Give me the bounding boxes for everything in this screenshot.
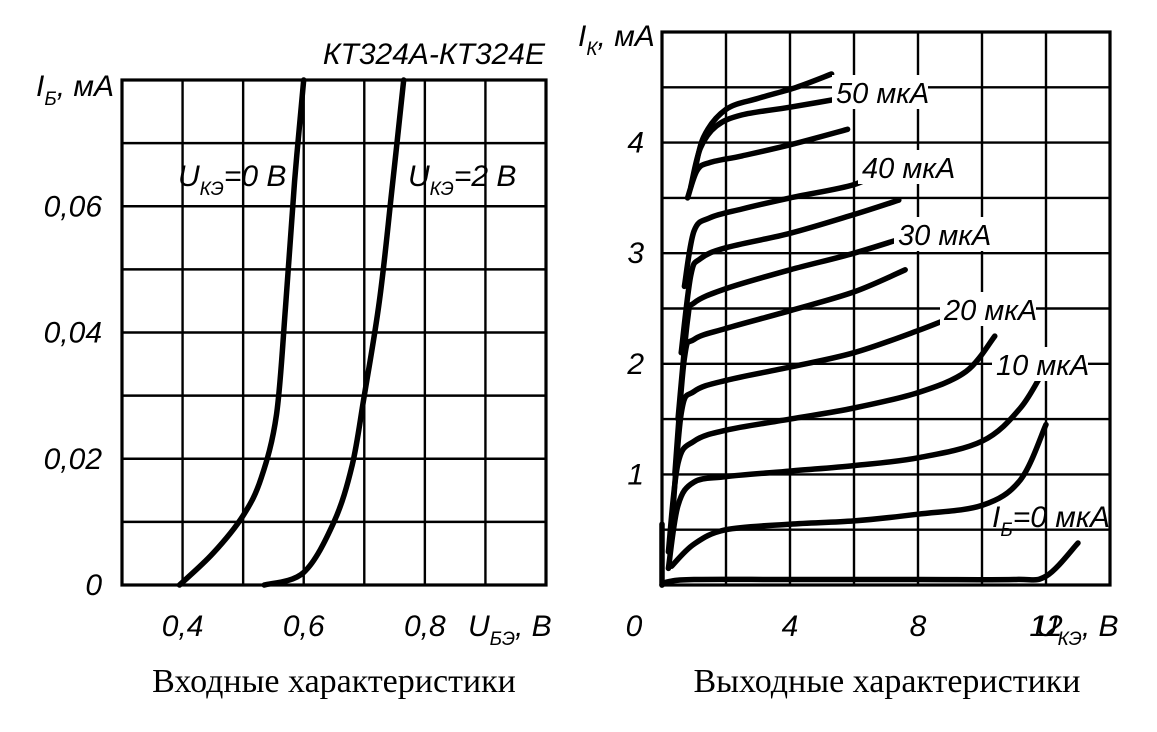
input-x-tick-label: 0,6	[283, 610, 325, 643]
base-current-zero-label: IБ=0 мкА	[992, 501, 1110, 541]
curve-label: 20 мкА	[943, 295, 1037, 327]
curve-label-background	[992, 347, 1088, 381]
output-curve-10-uA	[665, 363, 1049, 572]
output-chart-curves	[659, 71, 1081, 588]
input-y-tick-label: 0,02	[44, 443, 103, 476]
series-label-uke-0v: UКЭ=0 В	[178, 160, 286, 200]
output-chart-caption: Выходные характеристики	[694, 663, 1081, 700]
output-curve-15-uA	[665, 333, 998, 555]
output-y-tick-label: 4	[627, 127, 644, 160]
input-y-tick-label: 0,04	[44, 317, 102, 350]
output-y-axis-label: IК, мА	[578, 20, 655, 60]
input-chart-curves	[176, 77, 407, 588]
curve-label: 50 мкА	[836, 78, 929, 110]
input-chart-frame	[120, 78, 548, 587]
input-chart-caption: Входные характеристики	[152, 663, 516, 700]
input-x-axis-label: UБЭ, В	[468, 610, 552, 650]
output-y-tick-label: 2	[626, 348, 644, 381]
input-y-axis-label: IБ, мА	[36, 70, 114, 110]
output-curve-40-uA	[681, 167, 883, 290]
input-y-tick-label: 0,06	[44, 190, 103, 223]
input-x-tick-label: 0,4	[162, 610, 204, 643]
output-y-tick-label: 1	[627, 458, 644, 491]
curve-label: 30 мкА	[898, 220, 991, 252]
output-curve-45-uA	[684, 126, 851, 201]
curve-label: 10 мкА	[996, 350, 1089, 382]
curve-label-background	[940, 292, 1036, 326]
output-x-tick-label: 12	[1029, 610, 1063, 643]
output-curve-labels: 50 мкА 40 мкА 30 мкА 20 мкА 10 мкА	[832, 75, 1089, 382]
output-curve-55-uA	[691, 71, 835, 179]
output-curve-5-uA	[668, 421, 1049, 569]
output-x-tick-label: 0	[626, 610, 643, 643]
chart-title: КТ324А-КТ324Е	[323, 38, 546, 71]
output-chart-frame	[660, 30, 1112, 587]
input-y-tick-label: 0	[85, 569, 102, 602]
input-curve-uke-2v	[261, 77, 407, 588]
output-x-tick-label: 8	[910, 610, 927, 643]
curve-label-background	[832, 75, 928, 109]
output-curve-35-uA	[678, 197, 902, 356]
output-y-tick-label: 3	[627, 237, 644, 270]
series-label-uke-2v: UКЭ=2 В	[408, 160, 516, 200]
input-x-tick-label: 0,8	[404, 610, 446, 643]
output-curve-30-uA	[675, 230, 921, 422]
curve-label: 40 мкА	[862, 153, 955, 185]
input-chart-grid	[122, 80, 546, 585]
output-x-tick-label: 4	[782, 610, 799, 643]
input-chart-ticks: 0 0,02 0,04 0,06 0,4 0,6 0,8	[44, 190, 446, 643]
curve-label-background	[858, 150, 954, 184]
output-curve-20-uA	[668, 311, 963, 533]
output-x-axis-label: UКЭ, В	[1036, 610, 1119, 650]
output-curve-0-uA	[659, 540, 1081, 588]
input-curve-uke-0v	[176, 77, 307, 588]
curve-label-background	[894, 217, 990, 251]
